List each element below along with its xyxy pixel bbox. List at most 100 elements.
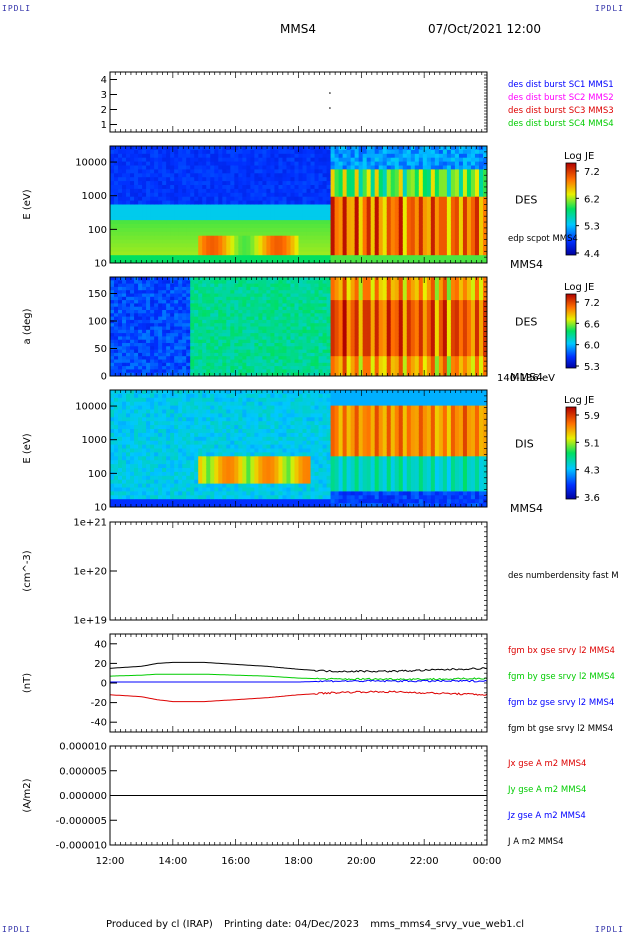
x-tick-label-3: 18:00 <box>284 856 313 867</box>
colorbar-tick-1-1: 6.2 <box>584 194 600 205</box>
footer-file-name: mms_mms4_srvy_vue_web1.cl <box>370 919 524 930</box>
y-tick-label-0-3: 4 <box>101 75 107 86</box>
y-tick-label-3-0: 10 <box>94 503 107 514</box>
legend-burst-3: des dist burst SC3 MMS3 <box>508 106 614 116</box>
x-tick-label-2: 16:00 <box>221 856 250 867</box>
corner-label-bottom-right: IPDLI <box>594 925 624 934</box>
panel-frame-0 <box>109 71 488 133</box>
corner-label-top-left: IPDLI <box>2 4 32 13</box>
y-tick-label-6-0: -0.000010 <box>56 841 107 852</box>
y-tick-label-5-0: -40 <box>91 718 107 729</box>
y-tick-label-2-2: 100 <box>88 317 107 328</box>
y-tick-label-3-2: 1000 <box>82 435 107 446</box>
colorbar-1 <box>565 162 577 256</box>
y-tick-label-4-1: 1e+20 <box>73 567 107 578</box>
spacecraft-title: MMS4 <box>280 22 316 36</box>
legend-burst-1: des dist burst SC1 MMS1 <box>508 80 614 90</box>
legend-burst-4: des dist burst SC4 MMS4 <box>508 119 614 129</box>
legend-fgm-1: fgm by gse srvy l2 MMS4 <box>508 672 615 682</box>
y-tick-label-5-3: 20 <box>94 659 107 670</box>
series-line-by <box>110 673 488 681</box>
y-tick-label-0-2: 3 <box>101 90 107 101</box>
colorbar-tick-3-1: 5.1 <box>584 438 600 449</box>
side-label-3: DIS <box>515 438 534 451</box>
colorbar-2 <box>565 293 577 369</box>
y-tick-label-0-1: 2 <box>101 105 107 116</box>
legend-current-0: Jx gse A m2 MMS4 <box>507 759 586 769</box>
series-line-bt <box>109 661 488 673</box>
y-tick-label-3-1: 100 <box>88 469 107 480</box>
y-axis-label-2: a (deg) <box>22 308 33 344</box>
y-tick-label-5-1: -20 <box>91 698 107 709</box>
side-label-1: DES <box>515 194 537 207</box>
colorbar-tick-3-3: 3.6 <box>584 493 600 504</box>
y-tick-label-1-3: 10000 <box>75 158 107 169</box>
y-tick-label-2-0: 0 <box>101 372 107 383</box>
y-tick-label-2-1: 50 <box>94 344 107 355</box>
corner-label-top-right: IPDLI <box>594 4 624 13</box>
instrument-label-3: MMS4 <box>510 502 543 515</box>
colorbar-tick-3-2: 4.3 <box>584 466 600 477</box>
y-axis-label-5: (nT) <box>22 673 33 693</box>
legend-current-1: Jy gse A m2 MMS4 <box>507 785 586 795</box>
series-line-bz <box>110 679 488 683</box>
burst-marker-1 <box>329 92 331 94</box>
y-tick-label-6-2: 0.000000 <box>59 791 107 802</box>
datetime-title: 07/Oct/2021 12:00 <box>428 22 542 36</box>
y-tick-label-0-0: 1 <box>101 120 107 131</box>
colorbar-tick-3-0: 5.9 <box>584 411 600 422</box>
y-tick-label-3-3: 10000 <box>75 402 107 413</box>
y-tick-label-6-1: -0.000005 <box>56 816 107 827</box>
y-tick-label-5-2: 0 <box>101 679 107 690</box>
spectrogram-3 <box>110 390 488 508</box>
colorbar-tick-2-3: 5.3 <box>584 362 600 373</box>
y-axis-label-4: (cm^-3) <box>22 550 33 591</box>
y-tick-label-4-0: 1e+19 <box>73 616 107 627</box>
x-tick-label-1: 14:00 <box>158 856 187 867</box>
colorbar-title-3: Log JE <box>564 395 594 406</box>
y-tick-label-1-0: 10 <box>94 259 107 270</box>
colorbar-tick-1-3: 4.4 <box>584 249 600 260</box>
panel-frame-4 <box>109 521 488 621</box>
legend-fgm-3: fgm bt gse srvy l2 MMS4 <box>508 724 613 734</box>
x-tick-label-4: 20:00 <box>347 856 376 867</box>
y-tick-label-1-1: 100 <box>88 225 107 236</box>
x-tick-label-5: 22:00 <box>410 856 439 867</box>
colorbar-tick-2-0: 7.2 <box>584 298 600 309</box>
colorbar-tick-2-1: 6.6 <box>584 319 600 330</box>
legend-fgm-2: fgm bz gse srvy l2 MMS4 <box>508 698 614 708</box>
legend-fgm-0: fgm bx gse srvy l2 MMS4 <box>508 646 615 656</box>
footer: Produced by cl (IRAP) Printing date: 04/… <box>0 919 630 930</box>
panel-frame-5 <box>109 633 488 733</box>
spectrogram-2 <box>110 277 488 377</box>
legend-current-3: J A m2 MMS4 <box>507 837 564 847</box>
y-tick-label-5-4: 40 <box>94 639 107 650</box>
instrument-label-1: MMS4 <box>510 258 543 271</box>
instrument-label-2: MMS4 <box>510 371 543 384</box>
x-tick-label-6: 00:00 <box>473 856 502 867</box>
legend-current-2: Jz gse A m2 MMS4 <box>507 811 586 821</box>
burst-marker-0 <box>329 107 331 109</box>
y-axis-label-1: E (eV) <box>22 189 33 219</box>
energy-label-2: 140-186 eV <box>497 373 555 384</box>
y-tick-label-6-3: 0.000005 <box>59 766 107 777</box>
corner-label-bottom-left: IPDLI <box>2 925 32 934</box>
colorbar-title-2: Log JE <box>564 282 594 293</box>
y-axis-label-6: (A/m2) <box>22 778 33 812</box>
colorbar-title-1: Log JE <box>564 151 594 162</box>
y-axis-label-3: E (eV) <box>22 433 33 463</box>
y-tick-label-6-4: 0.000010 <box>59 742 107 753</box>
legend-burst-2: des dist burst SC2 MMS2 <box>508 93 614 103</box>
spectrogram-1 <box>110 146 488 264</box>
colorbar-tick-1-0: 7.2 <box>584 167 600 178</box>
colorbar-tick-2-2: 6.0 <box>584 341 600 352</box>
y-tick-label-4-2: 1e+21 <box>73 518 107 529</box>
footer-produced-by: Produced by cl (IRAP) <box>106 919 213 930</box>
y-tick-label-1-2: 1000 <box>82 191 107 202</box>
footer-printing-date: Printing date: 04/Dec/2023 <box>223 919 359 930</box>
colorbar-tick-1-2: 5.3 <box>584 222 600 233</box>
y-tick-label-2-3: 150 <box>88 289 107 300</box>
legend-density: des numberdensity fast M <box>508 571 619 581</box>
overlay-label-1: edp scpot MMS4 <box>508 234 578 244</box>
